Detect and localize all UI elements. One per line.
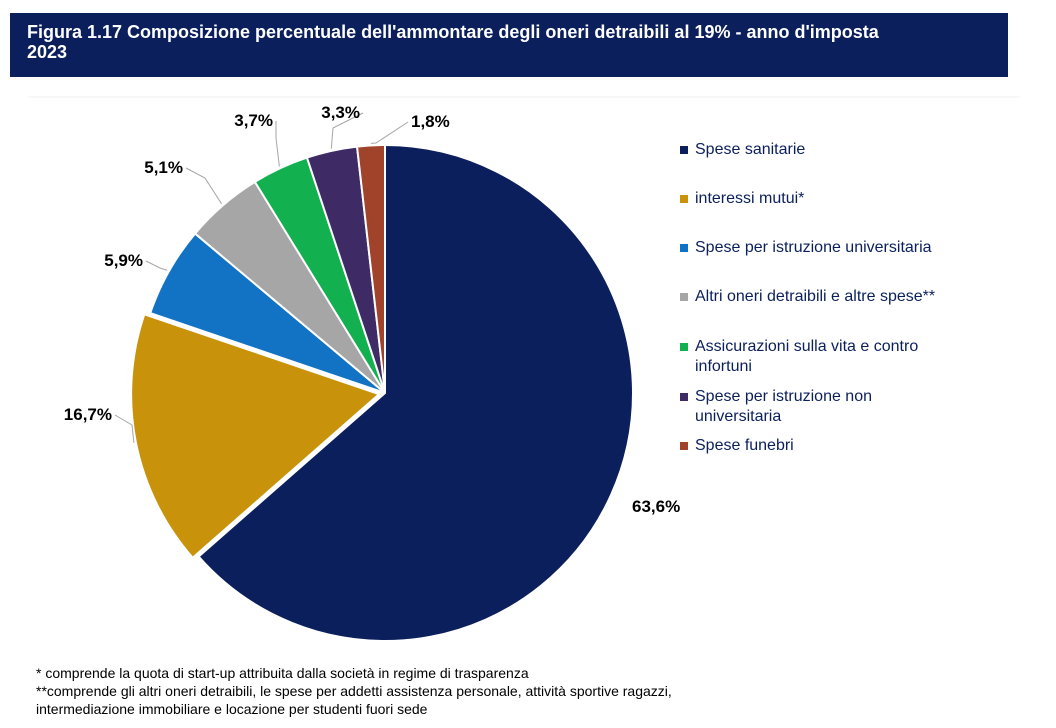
legend-item-spese-funebri: Spese funebri: [680, 436, 985, 456]
footnote-2: **comprende gli altri oneri detraibili, …: [36, 683, 672, 699]
data-label-spese-funebri: 1,8%: [411, 112, 450, 131]
pie-slice-spese-sanitarie: [197, 143, 634, 642]
legend-label: Altri oneri detraibili e altre spese**: [695, 288, 936, 305]
leader-line-interessi-mutui: [114, 414, 135, 443]
leader-line-assicurazioni-sulla-vita-e-contro-infortuni: [275, 121, 280, 167]
legend-item-interessi-mutui: interessi mutui*: [680, 189, 985, 209]
figure-title-line1: Figura 1.17 Composizione percentuale del…: [27, 22, 879, 42]
figure-title-bar: Figura 1.17 Composizione percentuale del…: [10, 13, 1008, 77]
data-label-assicurazioni-sulla-vita-e-contro-infortuni: 3,7%: [234, 111, 273, 130]
legend-item-istruzione-non-universitaria: Spese per istruzione non universitaria: [680, 387, 985, 427]
legend-swatch: [680, 393, 688, 401]
data-label-spese-per-istruzione-universitaria: 5,9%: [104, 251, 143, 270]
figure-title: Figura 1.17 Composizione percentuale del…: [27, 22, 994, 62]
legend-swatch: [680, 195, 688, 203]
legend-swatch: [680, 146, 688, 154]
leader-line-spese-per-istruzione-universitaria: [145, 260, 168, 271]
figure-title-line2: 2023: [27, 42, 68, 62]
pie-slice-spese-funebri: [355, 143, 386, 394]
data-label-altri-oneri-detraibili-e-altre-spese: 5,1%: [144, 158, 183, 177]
legend-item-altri-oneri: Altri oneri detraibili e altre spese**: [680, 287, 985, 307]
legend-swatch: [680, 244, 688, 252]
legend-swatch: [680, 343, 688, 351]
legend-item-istruzione-universitaria: Spese per istruzione universitaria: [680, 238, 985, 258]
footnote-1: * comprende la quota di start-up attribu…: [36, 665, 529, 681]
legend-swatch: [680, 442, 688, 450]
footnote-3: intermediazione immobiliare e locazione …: [36, 701, 428, 717]
data-label-interessi-mutui: 16,7%: [64, 405, 112, 424]
footnotes: * comprende la quota di start-up attribu…: [36, 664, 672, 718]
leader-line-altri-oneri-detraibili-e-altre-spese: [185, 167, 223, 205]
legend-label: Spese per istruzione non universitaria: [695, 388, 872, 425]
leader-line-spese-per-istruzione-non-universitaria: [330, 112, 364, 149]
pie-slice-interessi-mutui: [130, 313, 382, 560]
legend-label: Assicurazioni sulla vita e contro infortu…: [695, 338, 919, 375]
data-label-spese-sanitarie: 63,6%: [632, 497, 680, 516]
legend-swatch: [680, 293, 688, 301]
legend-label: interessi mutui*: [695, 190, 805, 207]
pie-chart: 63,6% 16,7% 5,9% 5,1% 3,7% 3,3% 1,8%: [28, 96, 1020, 642]
legend-item-spese-sanitarie: Spese sanitarie: [680, 140, 985, 160]
leader-line-spese-funebri: [370, 121, 409, 144]
pie-chart-area: 63,6% 16,7% 5,9% 5,1% 3,7% 3,3% 1,8% Spese san…: [0, 78, 1056, 663]
legend-item-assicurazioni: Assicurazioni sulla vita e contro infortu…: [680, 337, 985, 377]
legend-label: Spese per istruzione universitaria: [695, 239, 932, 256]
legend-label: Spese funebri: [695, 437, 794, 454]
data-label-spese-per-istruzione-non-universitaria: 3,3%: [321, 103, 360, 122]
legend-label: Spese sanitarie: [695, 141, 806, 158]
